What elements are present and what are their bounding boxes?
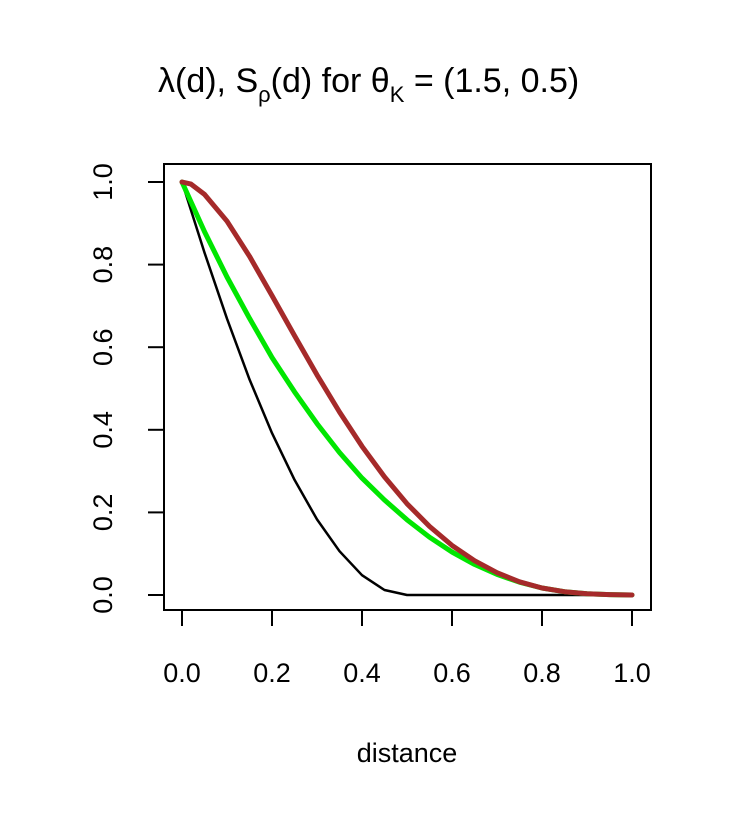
- series-line-1: [180, 180, 634, 597]
- plot-frame: [163, 163, 652, 611]
- title-d2: (d) for θ: [271, 62, 390, 100]
- title-lambda: λ: [158, 62, 175, 100]
- y-tick-label: 0.4: [88, 411, 118, 449]
- y-tick-label: 0.2: [88, 494, 118, 532]
- title-rho-subscript: ρ: [258, 82, 271, 107]
- y-tick-label: 1.0: [88, 163, 118, 201]
- x-axis: 0.0 0.2 0.4 0.6 0.8 1.0: [163, 609, 651, 688]
- series-line-3: [179, 179, 635, 598]
- series-group: [179, 179, 635, 598]
- y-tick-label: 0.0: [88, 576, 118, 614]
- y-tick-label: 0.6: [88, 328, 118, 366]
- x-axis-label: distance: [357, 738, 458, 768]
- x-tick-label: 0.0: [163, 658, 201, 688]
- series-line-2: [179, 179, 635, 598]
- x-tick-label: 0.2: [253, 658, 291, 688]
- chart-title: λ(d), Sρ(d) for θK = (1.5, 0.5): [158, 62, 579, 107]
- x-tick-label: 0.6: [433, 658, 471, 688]
- x-tick-label: 0.4: [343, 658, 381, 688]
- x-tick-label: 1.0: [613, 658, 651, 688]
- x-tick-label: 0.8: [523, 658, 561, 688]
- y-tick-label: 0.8: [88, 246, 118, 284]
- title-rest: = (1.5, 0.5): [404, 62, 579, 100]
- y-axis: 0.0 0.2 0.4 0.6 0.8 1.0: [88, 163, 165, 614]
- title-k-subscript: K: [390, 82, 405, 107]
- title-d1: (d), S: [175, 62, 258, 100]
